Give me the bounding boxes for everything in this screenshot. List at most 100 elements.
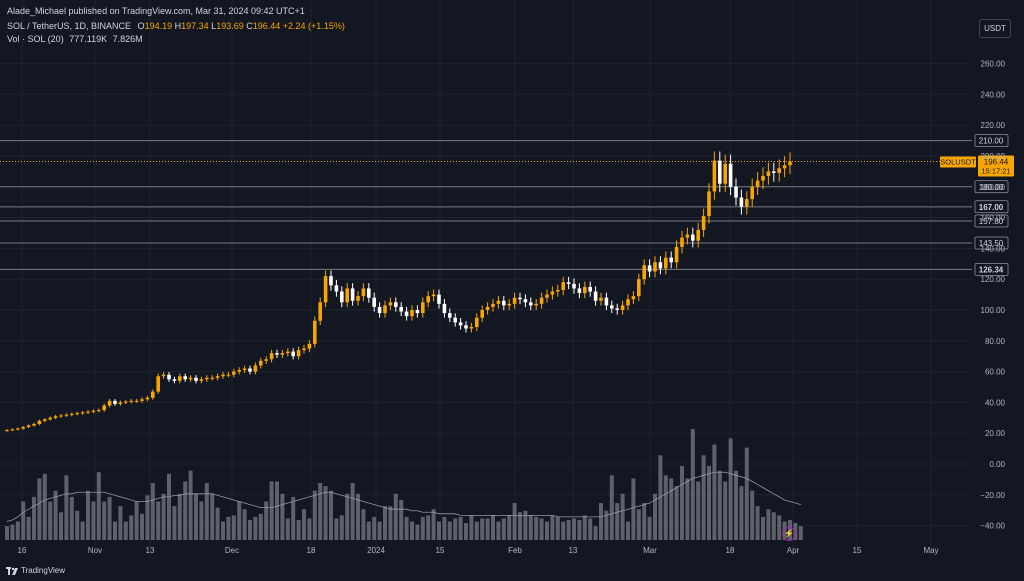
candle-body xyxy=(529,302,533,306)
volume-bar xyxy=(102,501,107,540)
candle-body xyxy=(788,161,792,166)
candle-body xyxy=(307,343,312,349)
candle-body xyxy=(124,401,128,403)
candle-body xyxy=(75,413,79,415)
volume-bar xyxy=(366,521,371,540)
candle-body xyxy=(631,296,636,300)
candle-body xyxy=(129,400,133,402)
candle-body xyxy=(512,297,517,304)
candle-body xyxy=(291,351,295,357)
candle-body xyxy=(383,305,387,314)
volume-bar xyxy=(636,509,641,540)
candle-body xyxy=(577,288,582,294)
candle-body xyxy=(723,163,727,184)
volume-bar xyxy=(437,521,441,540)
volume-bar xyxy=(5,526,9,540)
time-tick-label: Feb xyxy=(508,546,522,555)
candle-body xyxy=(70,413,74,415)
candle-body xyxy=(367,288,371,298)
volume-bar xyxy=(717,470,722,540)
candle-body xyxy=(464,325,468,329)
horizontal-levels: 210.00 180.00 167.00 157.80 143.50 126.34 SOLU… xyxy=(0,134,1014,276)
candle-body xyxy=(750,186,754,200)
candle-body xyxy=(178,376,182,381)
volume-label: Vol · SOL (20) xyxy=(7,34,64,44)
lightning-icon[interactable]: ⚡ xyxy=(782,527,796,541)
volume-bar xyxy=(312,490,317,540)
volume-bar xyxy=(86,490,90,540)
volume-bar xyxy=(334,518,339,540)
volume-bar xyxy=(15,521,20,540)
volume-bar xyxy=(318,483,323,540)
candle-body xyxy=(183,376,187,380)
volume-bar xyxy=(750,490,755,540)
volume-ma-value: 7.826M xyxy=(112,34,143,44)
currency-button[interactable]: USDT xyxy=(979,19,1011,38)
candle-body xyxy=(739,197,744,207)
volume-bar xyxy=(739,486,744,540)
volume-bar xyxy=(631,478,636,540)
volume-bar xyxy=(237,501,242,540)
volume-bar xyxy=(593,526,598,540)
level-tag xyxy=(974,214,1009,228)
level-label: 167.00 xyxy=(979,203,1004,212)
tradingview-logo-text: TradingView xyxy=(21,566,66,575)
candle-body xyxy=(118,402,123,404)
candle-body xyxy=(151,391,155,398)
candle-body xyxy=(772,171,776,173)
volume-bar xyxy=(723,481,728,540)
candle-body xyxy=(329,276,333,286)
candle-body xyxy=(480,310,484,318)
candle-body xyxy=(604,297,609,306)
volume-bar xyxy=(264,501,269,540)
candle-body xyxy=(140,399,144,401)
high-label: H xyxy=(174,21,182,31)
candle-body xyxy=(161,374,166,377)
volume-bar xyxy=(404,516,409,540)
level-tag xyxy=(974,134,1009,147)
volume-bar xyxy=(420,516,425,540)
volume-bar xyxy=(399,499,404,540)
candle-body xyxy=(431,294,436,297)
volume-bar xyxy=(107,496,112,540)
volume-bar xyxy=(161,493,166,540)
level-tag xyxy=(974,180,1009,194)
candle-body xyxy=(496,300,501,304)
volume-bar xyxy=(204,483,209,540)
price-tick-label: 80.00 xyxy=(985,337,1006,346)
price-tick-label: 180.00 xyxy=(981,183,1006,192)
candle-body xyxy=(156,376,160,392)
volume-bar xyxy=(140,513,144,540)
volume-bar xyxy=(231,515,236,540)
candle-body xyxy=(269,353,274,360)
volume-bar xyxy=(253,516,258,540)
volume-bar xyxy=(183,481,188,540)
volume-bar xyxy=(491,515,495,540)
tradingview-logo[interactable]: TradingView xyxy=(6,566,65,575)
volume-bar xyxy=(10,524,15,540)
volume-bar xyxy=(458,516,463,540)
volume-bar xyxy=(442,516,447,540)
close-value: 196.44 xyxy=(252,21,281,31)
time-axis: 16 Nov 13 Dec 18 2024 15 Feb 13 Mar 18 Apr 15 May xyxy=(18,546,939,555)
volume-bar xyxy=(194,493,198,540)
candle-body xyxy=(259,360,263,366)
volume-bar xyxy=(588,518,593,540)
candle-body xyxy=(323,276,328,303)
time-tick-label: 13 xyxy=(569,546,578,555)
candle-body xyxy=(755,180,760,187)
candle-body xyxy=(745,199,749,207)
level-label: 157.80 xyxy=(979,217,1004,226)
candle-body xyxy=(782,165,787,169)
volume-bar xyxy=(642,503,647,540)
volume-bar xyxy=(258,513,263,540)
candle-body xyxy=(53,416,58,418)
candle-body xyxy=(685,234,690,238)
volume-bar xyxy=(113,521,117,540)
volume-bar xyxy=(669,478,674,540)
candle-body xyxy=(48,417,52,420)
candle-body xyxy=(5,430,9,432)
candle-body xyxy=(388,302,393,306)
volume-bar xyxy=(221,521,225,540)
